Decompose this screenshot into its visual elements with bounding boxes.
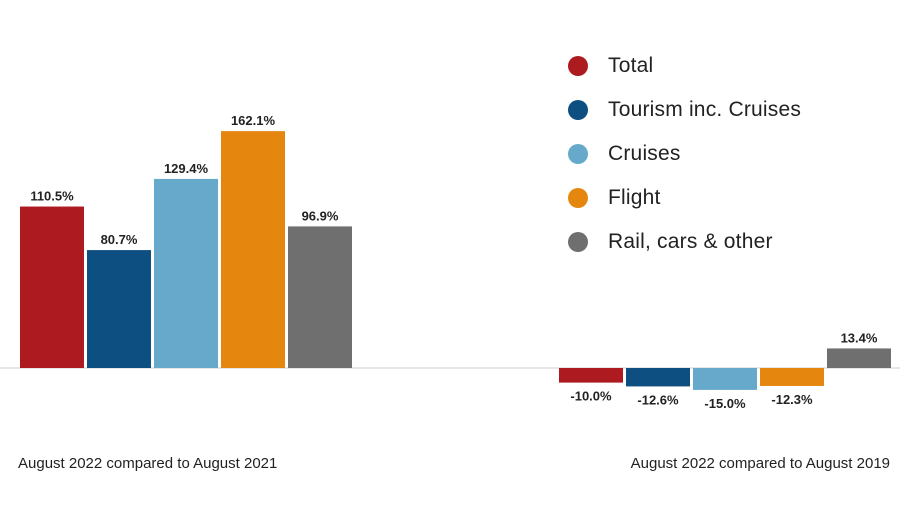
- data-label-flight-group-2: -12.3%: [771, 392, 813, 407]
- legend-item-cruises: Cruises: [568, 132, 801, 176]
- legend-swatch-total: [568, 56, 588, 76]
- legend-item-tourism-inc-cruises: Tourism inc. Cruises: [568, 88, 801, 132]
- data-label-tourism-inc-cruises-group-1: 80.7%: [101, 232, 138, 247]
- legend-swatch-rail-cars-other: [568, 232, 588, 252]
- category-label-2021: August 2022 compared to August 2021: [18, 455, 278, 472]
- legend-label-cruises: Cruises: [608, 142, 681, 165]
- category-label-2019: August 2022 compared to August 2019: [630, 455, 890, 472]
- bar-total-group-2: [559, 368, 623, 383]
- legend-swatch-cruises: [568, 144, 588, 164]
- legend-label-flight: Flight: [608, 186, 661, 209]
- bar-rail-cars-other-group-2: [827, 348, 891, 368]
- legend-item-rail-cars-other: Rail, cars & other: [568, 220, 801, 264]
- data-label-tourism-inc-cruises-group-2: -12.6%: [637, 392, 679, 407]
- legend-item-flight: Flight: [568, 176, 801, 220]
- bar-rail-cars-other-group-1: [288, 226, 352, 368]
- data-label-rail-cars-other-group-2: 13.4%: [841, 330, 878, 345]
- bar-cruises-group-2: [693, 368, 757, 390]
- legend-item-total: Total: [568, 44, 801, 88]
- bar-tourism-inc-cruises-group-2: [626, 368, 690, 387]
- bar-tourism-inc-cruises-group-1: [87, 250, 151, 368]
- legend-label-tourism-inc-cruises: Tourism inc. Cruises: [608, 98, 802, 121]
- bar-flight-group-1: [221, 131, 285, 368]
- legend: Total Tourism inc. Cruises Cruises Fligh…: [568, 44, 801, 264]
- bar-cruises-group-1: [154, 178, 218, 368]
- data-label-total-group-2: -10.0%: [570, 389, 612, 404]
- legend-label-total: Total: [608, 54, 654, 77]
- data-label-total-group-1: 110.5%: [30, 189, 74, 204]
- bar-flight-group-2: [760, 368, 824, 386]
- bar-total-group-1: [20, 206, 84, 368]
- data-label-cruises-group-1: 129.4%: [164, 161, 209, 176]
- legend-label-rail-cars-other: Rail, cars & other: [608, 230, 773, 253]
- legend-swatch-tourism-inc-cruises: [568, 100, 588, 120]
- data-label-flight-group-1: 162.1%: [231, 113, 276, 128]
- data-label-rail-cars-other-group-1: 96.9%: [302, 208, 339, 223]
- legend-swatch-flight: [568, 188, 588, 208]
- data-label-cruises-group-2: -15.0%: [704, 396, 746, 411]
